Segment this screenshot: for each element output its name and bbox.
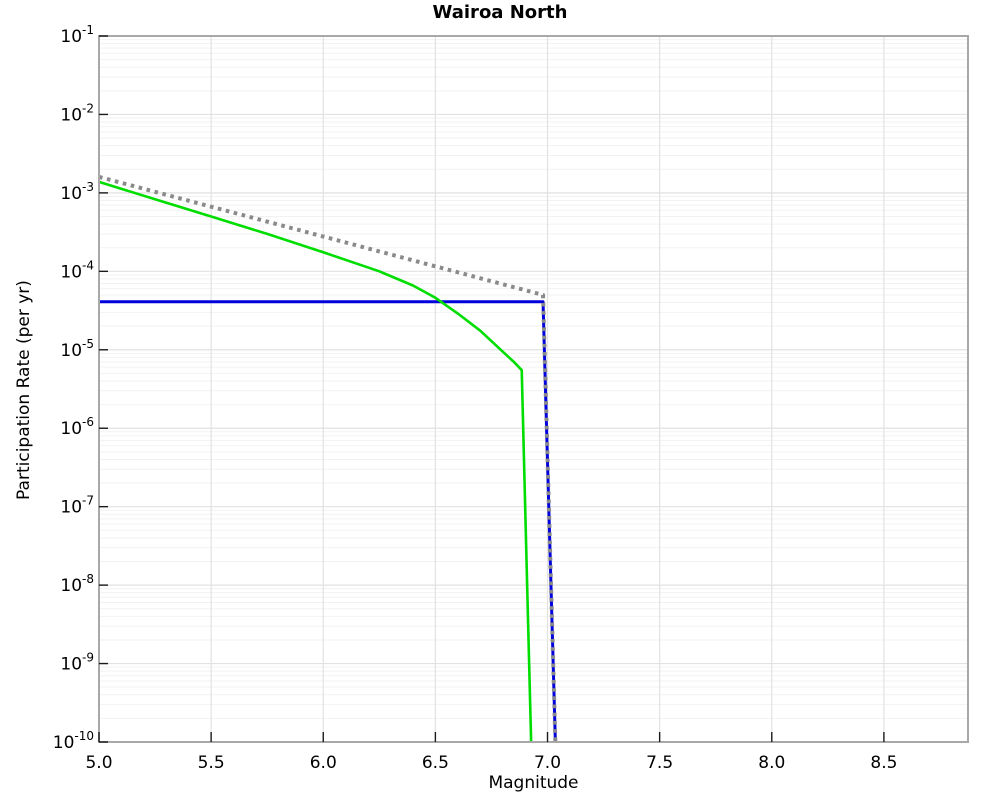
x-tick-label: 8.5: [870, 753, 897, 773]
y-tick-label: 10-8: [60, 572, 94, 596]
x-axis-title: Magnitude: [488, 773, 579, 793]
x-tick-label: 5.5: [198, 753, 225, 773]
x-tick-label: 5.0: [85, 753, 112, 773]
y-tick-label: 10-7: [60, 494, 94, 518]
y-tick-label: 10-1: [60, 23, 94, 47]
y-tick-label: 10-2: [60, 101, 94, 125]
y-tick-label: 10-6: [60, 415, 94, 439]
y-tick-label: 10-4: [60, 258, 94, 282]
y-tick-label: 10-5: [60, 337, 94, 361]
y-tick-label: 10-9: [60, 651, 94, 675]
x-tick-label: 8.0: [758, 753, 785, 773]
chart-title: Wairoa North: [432, 2, 568, 23]
x-tick-label: 6.5: [422, 753, 449, 773]
y-axis-title: Participation Rate (per yr): [14, 280, 34, 500]
x-tick-label: 6.0: [310, 753, 337, 773]
y-tick-label: 10-10: [53, 729, 94, 753]
series-hybrid-green: [99, 180, 533, 742]
series-truncated-gr-dotted: [99, 174, 558, 742]
x-tick-label: 7.5: [646, 753, 673, 773]
x-tick-label: 7.0: [534, 753, 561, 773]
y-tick-label: 10-3: [60, 180, 94, 204]
series-characteristic-blue: [99, 300, 557, 742]
plot-frame: [98, 35, 969, 743]
